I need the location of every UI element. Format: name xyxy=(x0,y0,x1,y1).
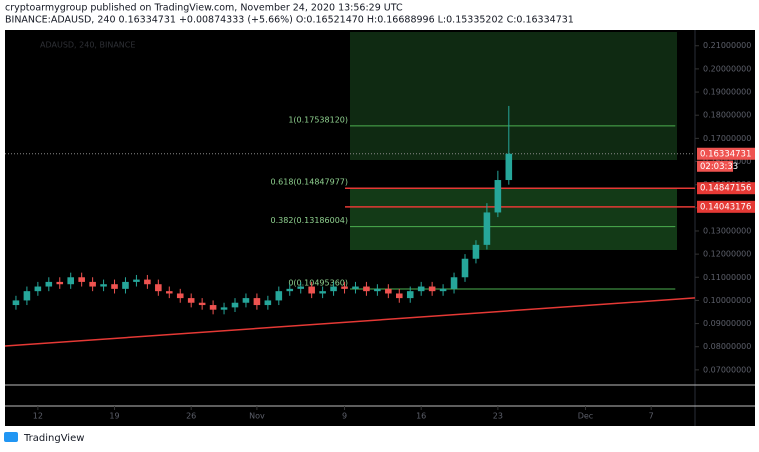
y-tick-label: 0.09000000 xyxy=(703,319,751,328)
candle-body xyxy=(341,286,348,289)
candle-body xyxy=(198,302,206,306)
y-tick-label: 0.21000000 xyxy=(703,41,751,50)
candle-body xyxy=(12,300,20,306)
candle-body xyxy=(428,286,436,292)
candle-body xyxy=(56,281,64,285)
candle-body xyxy=(242,298,250,303)
symbol-line: BINANCE:ADAUSD, 240 0.16334731 +0.008743… xyxy=(5,15,574,26)
y-tick-label: 0.11000000 xyxy=(703,273,751,282)
candle-body xyxy=(505,153,513,181)
candle-body xyxy=(417,286,425,292)
x-tick-label: 26 xyxy=(186,412,196,421)
fib-label: 0.382(0.13186004) xyxy=(271,216,349,225)
candle-body xyxy=(406,291,414,299)
candle-body xyxy=(176,293,184,299)
plot: 0.07000000 0.08000000 0.09000000 0.10000000… xyxy=(4,41,755,421)
candle-body xyxy=(483,212,491,245)
candle-body xyxy=(374,288,381,292)
candle-body xyxy=(330,286,337,292)
candle-body xyxy=(67,277,74,285)
fib-label: 1(0.17538120) xyxy=(288,115,348,124)
y-tick-label: 0.07000000 xyxy=(703,365,751,374)
candle-body xyxy=(155,284,162,292)
countdown-tag xyxy=(697,160,733,172)
x-tick-label: 7 xyxy=(649,412,654,421)
candle-body xyxy=(34,286,42,292)
candle-body xyxy=(450,277,458,289)
footer-brand: TradingView xyxy=(23,433,84,444)
y-tick-label: 0.18000000 xyxy=(703,111,751,120)
level-tag-label: 0.14043176 xyxy=(700,202,751,212)
candle-body xyxy=(494,180,502,213)
candle-body xyxy=(253,298,261,306)
fib-zone-upper xyxy=(350,32,677,160)
candle-body xyxy=(133,279,140,282)
candle-body xyxy=(111,284,118,289)
y-tick-label: 0.10000000 xyxy=(703,296,751,305)
y-tick-label: 0.20000000 xyxy=(703,64,751,73)
watermark: ADAUSD, 240, BINANCE xyxy=(40,41,135,50)
candle-body xyxy=(144,279,151,285)
candle-body xyxy=(439,288,447,292)
x-tick-label: 12 xyxy=(33,412,43,421)
fib-label: 0.618(0.14847977) xyxy=(271,178,349,187)
candle-body xyxy=(352,286,359,289)
candle-body xyxy=(231,302,239,308)
candle-body xyxy=(78,277,85,282)
candle-body xyxy=(187,298,195,303)
price-tag xyxy=(697,147,755,160)
candle-body xyxy=(122,281,129,289)
candle-body xyxy=(220,307,228,310)
fib-zone-lower xyxy=(350,188,677,250)
price-tag-label: 0.16334731 xyxy=(700,149,751,159)
x-tick-label: Nov xyxy=(249,412,265,421)
x-tick-label: 23 xyxy=(493,412,503,421)
y-tick-label: 0.08000000 xyxy=(703,342,751,351)
candle-body xyxy=(23,291,31,301)
candle-body xyxy=(100,284,107,287)
x-tick-label: 16 xyxy=(416,412,426,421)
candle-body xyxy=(308,286,315,294)
x-tick-label: Dec xyxy=(578,412,593,421)
publisher-line: cryptoarmygroup published on TradingView… xyxy=(5,3,403,14)
candle-body xyxy=(275,291,283,301)
candle-body xyxy=(166,291,173,294)
candle-body xyxy=(45,281,53,287)
candle-body xyxy=(319,291,326,294)
candle-body xyxy=(297,286,304,289)
y-tick-label: 0.12000000 xyxy=(703,250,751,259)
candle-body xyxy=(286,288,294,292)
y-tick-label: 0.19000000 xyxy=(703,88,751,97)
x-tick-label: 9 xyxy=(342,412,347,421)
logo-icon xyxy=(4,432,18,442)
y-tick-label: 0.17000000 xyxy=(703,134,751,143)
candle-body xyxy=(472,244,480,259)
level-tag xyxy=(697,200,755,213)
candle-body xyxy=(396,293,403,299)
y-tick-label: 0.13000000 xyxy=(703,226,751,235)
x-tick-label: 19 xyxy=(109,412,119,421)
candle-body xyxy=(385,288,392,294)
candle-body xyxy=(461,258,469,278)
candle-body xyxy=(363,286,370,292)
candle-body xyxy=(209,305,217,310)
trendline xyxy=(4,297,696,347)
countdown-label: 02:03:33 xyxy=(700,162,738,172)
level-tag-label: 0.14847156 xyxy=(700,184,751,194)
fib-label: 0(0.10495360) xyxy=(288,278,348,287)
candle-body xyxy=(264,300,272,306)
candle-body xyxy=(89,281,96,287)
level-tag xyxy=(697,182,755,195)
